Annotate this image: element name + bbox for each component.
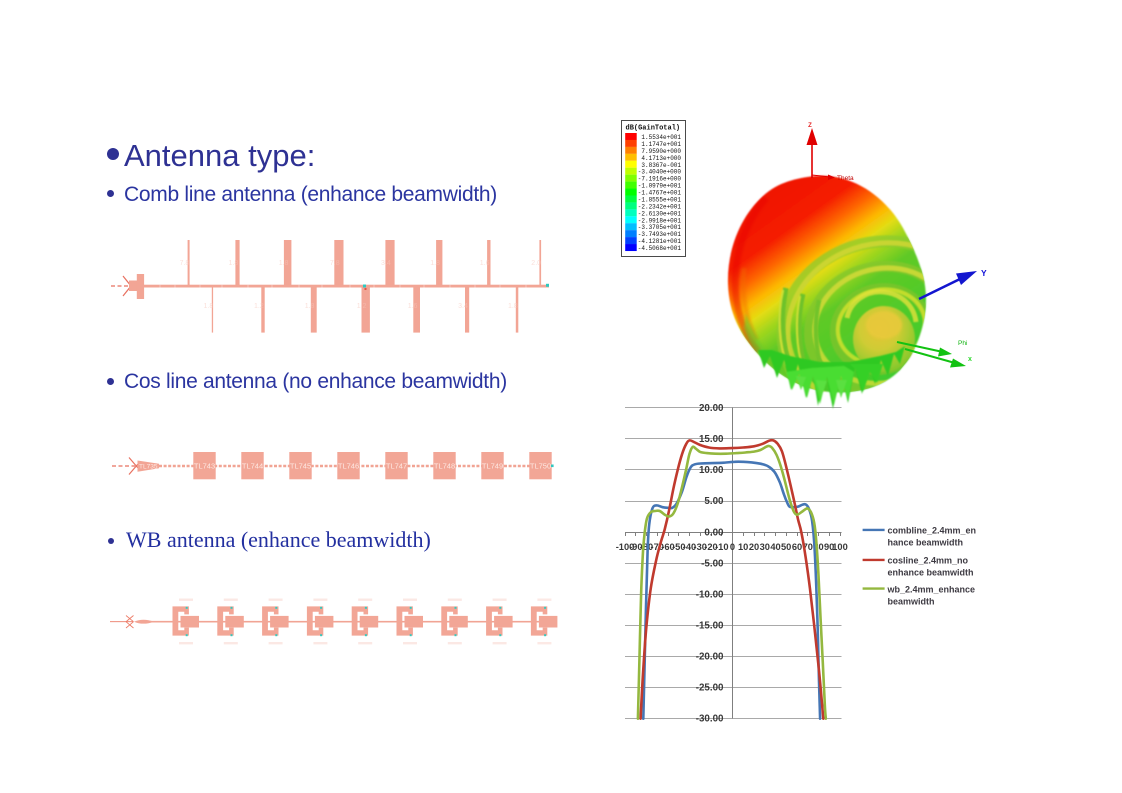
svg-text:TL747: TL747 xyxy=(386,461,407,470)
svg-text:3.4: 3.4 xyxy=(381,260,391,267)
svg-text:1.1747e+001: 1.1747e+001 xyxy=(641,141,681,148)
svg-text:-30: -30 xyxy=(693,542,706,552)
svg-text:1.8: 1.8 xyxy=(229,260,239,267)
svg-text:1.6: 1.6 xyxy=(408,303,418,310)
svg-text:-1.0979e+001: -1.0979e+001 xyxy=(638,183,682,190)
svg-text:-3.7493e+001: -3.7493e+001 xyxy=(638,231,682,238)
svg-text:Theta: Theta xyxy=(837,175,854,182)
svg-text:1.8: 1.8 xyxy=(508,303,518,310)
svg-text:60: 60 xyxy=(792,542,802,552)
svg-text:2.0: 2.0 xyxy=(531,260,541,267)
svg-text:cosline_2.4mm_no: cosline_2.4mm_no xyxy=(888,555,969,565)
svg-text:-3.4040e+000: -3.4040e+000 xyxy=(638,169,682,176)
svg-text:3.4: 3.4 xyxy=(458,303,468,310)
svg-text:-1.8555e+001: -1.8555e+001 xyxy=(638,196,682,203)
svg-text:TL750: TL750 xyxy=(530,461,551,470)
svg-text:3.8367e-001: 3.8367e-001 xyxy=(641,162,681,169)
svg-text:-10.00: -10.00 xyxy=(696,590,724,601)
svg-text:1.8: 1.8 xyxy=(204,303,214,310)
svg-text:-4.1281e+001: -4.1281e+001 xyxy=(638,238,682,245)
svg-text:1.8: 1.8 xyxy=(279,260,289,267)
svg-text:5.00: 5.00 xyxy=(704,496,724,507)
svg-text:90: 90 xyxy=(824,542,834,552)
svg-text:hance beamwidth: hance beamwidth xyxy=(888,537,964,547)
svg-text:TL735: TL735 xyxy=(139,464,158,471)
svg-text:TL743: TL743 xyxy=(194,461,215,470)
svg-text:7.8: 7.8 xyxy=(330,260,340,267)
svg-text:20: 20 xyxy=(749,542,759,552)
svg-text:-20: -20 xyxy=(704,542,717,552)
svg-text:1.8: 1.8 xyxy=(305,303,315,310)
svg-text:0: 0 xyxy=(730,542,735,552)
svg-text:80: 80 xyxy=(813,542,823,552)
svg-text:dB(GainTotal): dB(GainTotal) xyxy=(626,125,681,133)
svg-text:TL748: TL748 xyxy=(434,461,455,470)
svg-text:10.00: 10.00 xyxy=(699,465,724,476)
svg-text:Phi: Phi xyxy=(958,340,967,347)
svg-text:-20.00: -20.00 xyxy=(696,652,724,663)
svg-text:-15.00: -15.00 xyxy=(696,621,724,632)
svg-text:combline_2.4mm_en: combline_2.4mm_en xyxy=(888,525,977,535)
svg-text:TL744: TL744 xyxy=(242,461,263,470)
svg-text:-3.3705e+001: -3.3705e+001 xyxy=(638,224,682,231)
svg-text:-5.00: -5.00 xyxy=(701,559,724,570)
svg-text:TL746: TL746 xyxy=(338,461,359,470)
svg-text:-7.1916e+000: -7.1916e+000 xyxy=(638,176,682,183)
svg-text:0.00: 0.00 xyxy=(704,528,724,539)
svg-text:enhance beamwidth: enhance beamwidth xyxy=(888,567,974,577)
svg-text:20.00: 20.00 xyxy=(699,403,724,414)
svg-text:-1.4767e+001: -1.4767e+001 xyxy=(638,190,682,197)
svg-text:-2.6130e+001: -2.6130e+001 xyxy=(638,210,682,217)
svg-text:4.1713e+000: 4.1713e+000 xyxy=(641,155,681,162)
svg-text:70: 70 xyxy=(803,542,813,552)
svg-text:Y: Y xyxy=(981,268,987,278)
svg-text:1.2: 1.2 xyxy=(357,303,367,310)
svg-text:1.6: 1.6 xyxy=(480,260,490,267)
svg-text:-70: -70 xyxy=(650,542,663,552)
svg-text:-60: -60 xyxy=(661,542,674,552)
svg-text:-2.9918e+001: -2.9918e+001 xyxy=(638,217,682,224)
svg-text:7.8: 7.8 xyxy=(180,260,190,267)
svg-text:40: 40 xyxy=(770,542,780,552)
svg-text:7.9590e+000: 7.9590e+000 xyxy=(641,148,681,155)
svg-text:-2.2342e+001: -2.2342e+001 xyxy=(638,203,682,210)
svg-text:-25.00: -25.00 xyxy=(696,683,724,694)
svg-text:50: 50 xyxy=(781,542,791,552)
svg-text:z: z xyxy=(808,120,812,129)
svg-text:10: 10 xyxy=(738,542,748,552)
svg-text:15.00: 15.00 xyxy=(699,434,724,445)
svg-text:-90: -90 xyxy=(629,542,642,552)
svg-text:wb_2.4mm_enhance: wb_2.4mm_enhance xyxy=(887,584,976,594)
svg-text:-4.5068e+001: -4.5068e+001 xyxy=(638,245,682,252)
svg-text:1.5534e+001: 1.5534e+001 xyxy=(641,134,681,141)
svg-text:-50: -50 xyxy=(672,542,685,552)
svg-text:-40: -40 xyxy=(683,542,696,552)
svg-text:TL749: TL749 xyxy=(482,461,503,470)
svg-text:x: x xyxy=(968,356,972,363)
svg-text:-100: -100 xyxy=(616,542,635,552)
svg-text:beamwidth: beamwidth xyxy=(888,596,935,606)
svg-text:1.2: 1.2 xyxy=(254,303,264,310)
svg-text:-30.00: -30.00 xyxy=(696,714,724,725)
svg-text:30: 30 xyxy=(760,542,770,552)
svg-text:TL745: TL745 xyxy=(290,461,311,470)
svg-text:100: 100 xyxy=(832,542,848,552)
svg-text:-10: -10 xyxy=(715,542,728,552)
svg-text:1.8: 1.8 xyxy=(430,260,440,267)
